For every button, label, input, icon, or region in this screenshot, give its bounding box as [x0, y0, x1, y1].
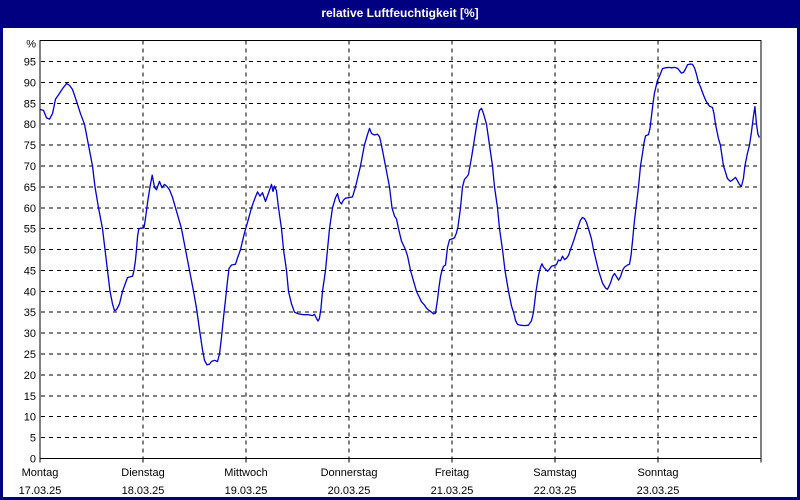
y-tick-label: 80 [24, 119, 36, 131]
y-tick-label: 5 [30, 433, 36, 445]
y-tick-label: 0 [30, 454, 36, 466]
y-tick-label: 60 [24, 203, 36, 215]
day-date-label: 22.03.25 [534, 485, 577, 497]
y-tick-label: 50 [24, 245, 36, 257]
humidity-line-chart: 0 5 10 15 20 25 30 35 40 45 50 55 60 65 70 75 80 85 90 95% M… [19, 39, 762, 497]
day-name-label: Mittwoch [224, 467, 267, 479]
y-tick-label: 90 [24, 77, 36, 89]
y-tick-label: 95 [24, 57, 36, 69]
plot-frame [39, 40, 762, 460]
day-name-label: Samstag [533, 467, 576, 479]
y-tick-label: 45 [24, 265, 36, 277]
y-axis-unit-label: % [26, 39, 36, 51]
window-title: relative Luftfeuchtigkeit [%] [321, 6, 479, 20]
y-tick-label: 35 [24, 307, 36, 319]
day-date-label: 17.03.25 [19, 485, 62, 497]
day-name-label: Donnerstag [321, 467, 378, 479]
humidity-line [40, 63, 761, 366]
y-tick-label: 75 [24, 140, 36, 152]
day-date-label: 20.03.25 [328, 485, 371, 497]
day-date-label: 18.03.25 [122, 485, 165, 497]
day-name-label: Dienstag [121, 467, 164, 479]
y-tick-label: 15 [24, 391, 36, 403]
day-name-label: Freitag [435, 467, 469, 479]
day-name-label: Montag [22, 467, 59, 479]
y-tick-label: 10 [24, 412, 36, 424]
day-name-label: Sonntag [638, 467, 679, 479]
day-date-label: 23.03.25 [637, 485, 680, 497]
y-tick-label: 20 [24, 370, 36, 382]
y-tick-label: 65 [24, 182, 36, 194]
chart-area: 0 5 10 15 20 25 30 35 40 45 50 55 60 65 70 75 80 85 90 95% M… [3, 28, 797, 497]
y-tick-label: 70 [24, 161, 36, 173]
y-tick-label: 40 [24, 286, 36, 298]
window-titlebar[interactable]: relative Luftfeuchtigkeit [%] [0, 0, 800, 28]
y-tick-label: 55 [24, 224, 36, 236]
y-tick-label: 25 [24, 349, 36, 361]
y-tick-label: 30 [24, 328, 36, 340]
day-date-label: 21.03.25 [431, 485, 474, 497]
day-date-label: 19.03.25 [225, 485, 268, 497]
y-tick-label: 85 [24, 98, 36, 110]
